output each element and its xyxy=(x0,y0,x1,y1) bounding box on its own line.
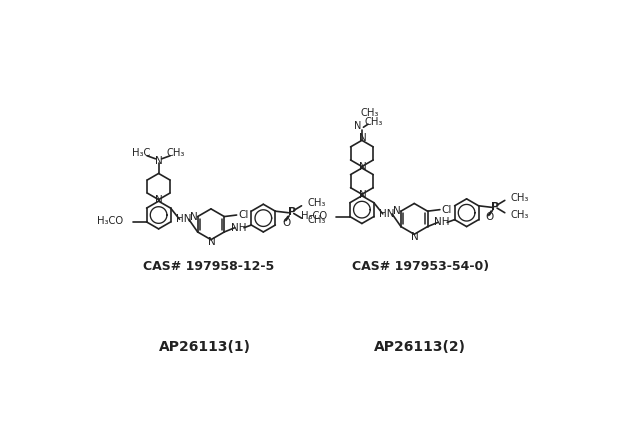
Text: CH₃: CH₃ xyxy=(308,215,326,226)
Text: AP26113(1): AP26113(1) xyxy=(159,340,251,354)
Text: Cl: Cl xyxy=(238,210,249,220)
Text: N: N xyxy=(190,212,198,222)
Text: N: N xyxy=(208,237,216,247)
Text: CH₃: CH₃ xyxy=(166,148,185,159)
Text: CH₃: CH₃ xyxy=(308,198,326,208)
Text: H₃CO: H₃CO xyxy=(301,211,327,221)
Text: CAS# 197958-12-5: CAS# 197958-12-5 xyxy=(143,260,275,273)
Text: N: N xyxy=(155,156,163,166)
Text: NH: NH xyxy=(231,223,246,233)
Text: P: P xyxy=(492,201,500,212)
Text: N: N xyxy=(359,133,367,143)
Text: CH₃: CH₃ xyxy=(365,117,383,127)
Text: N: N xyxy=(156,195,163,205)
Text: N: N xyxy=(359,190,367,200)
Text: Cl: Cl xyxy=(442,205,452,215)
Text: HN: HN xyxy=(379,209,394,219)
Text: H₃C: H₃C xyxy=(132,148,151,159)
Text: CH₃: CH₃ xyxy=(511,193,529,203)
Text: AP26113(2): AP26113(2) xyxy=(374,340,467,354)
Text: N: N xyxy=(355,121,362,131)
Text: O: O xyxy=(282,218,290,228)
Text: P: P xyxy=(288,207,296,217)
Text: CH₃: CH₃ xyxy=(360,108,379,118)
Text: N: N xyxy=(411,232,419,242)
Text: H₃CO: H₃CO xyxy=(97,216,124,226)
Text: N: N xyxy=(359,162,367,172)
Text: CAS# 197953-54-0): CAS# 197953-54-0) xyxy=(352,260,489,273)
Text: NH: NH xyxy=(434,217,450,227)
Text: O: O xyxy=(485,212,493,223)
Text: CH₃: CH₃ xyxy=(511,210,529,220)
Text: HN: HN xyxy=(175,214,191,224)
Text: N: N xyxy=(393,206,401,216)
